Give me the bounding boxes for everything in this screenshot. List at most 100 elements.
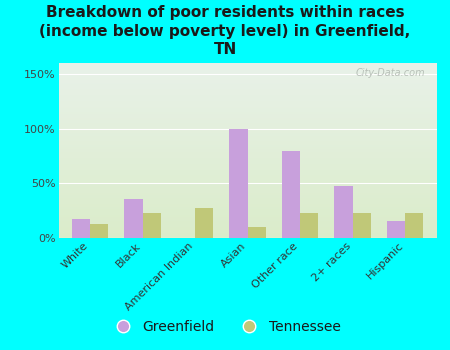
Bar xyxy=(58,216,436,217)
Bar xyxy=(58,218,436,219)
Bar xyxy=(58,168,436,169)
Bar xyxy=(58,193,436,194)
Bar xyxy=(58,86,436,87)
Bar xyxy=(90,224,108,238)
Bar xyxy=(58,102,436,103)
Bar xyxy=(58,179,436,180)
Bar xyxy=(72,219,90,238)
Bar xyxy=(58,229,436,230)
Bar xyxy=(58,195,436,196)
Bar xyxy=(58,237,436,238)
Bar xyxy=(58,225,436,226)
Bar xyxy=(352,213,371,238)
Bar xyxy=(58,226,436,227)
Bar xyxy=(58,184,436,185)
Bar xyxy=(58,74,436,75)
Bar xyxy=(58,122,436,124)
Bar xyxy=(58,80,436,82)
Bar xyxy=(58,69,436,70)
Bar xyxy=(58,133,436,134)
Bar xyxy=(58,180,436,181)
Bar xyxy=(58,105,436,106)
Bar xyxy=(58,162,436,163)
Bar xyxy=(58,65,436,66)
Bar xyxy=(58,132,436,133)
Bar xyxy=(58,219,436,220)
Bar xyxy=(58,190,436,191)
Bar xyxy=(58,149,436,150)
Bar xyxy=(387,220,405,238)
Bar xyxy=(58,89,436,90)
Bar xyxy=(58,64,436,65)
Bar xyxy=(58,223,436,224)
Bar xyxy=(58,205,436,206)
Bar xyxy=(58,170,436,171)
Legend: Greenfield, Tennessee: Greenfield, Tennessee xyxy=(104,314,346,340)
Bar xyxy=(58,235,436,236)
Bar xyxy=(58,77,436,78)
Bar xyxy=(58,75,436,76)
Bar xyxy=(58,176,436,177)
Bar xyxy=(58,71,436,72)
Bar xyxy=(58,99,436,100)
Bar xyxy=(58,93,436,94)
Bar xyxy=(58,85,436,86)
Bar xyxy=(58,222,436,223)
Bar xyxy=(58,146,436,147)
Bar xyxy=(58,156,436,157)
Bar xyxy=(58,92,436,93)
Bar xyxy=(58,150,436,151)
Bar xyxy=(282,150,300,238)
Bar xyxy=(58,74,436,75)
Bar xyxy=(58,139,436,140)
Bar xyxy=(300,213,319,238)
Bar xyxy=(58,82,436,83)
Bar xyxy=(58,103,436,104)
Bar xyxy=(58,208,436,209)
Bar xyxy=(58,115,436,116)
Bar xyxy=(58,199,436,200)
Bar xyxy=(58,232,436,233)
Bar xyxy=(58,124,436,125)
Bar xyxy=(58,97,436,98)
Bar xyxy=(58,160,436,161)
Bar xyxy=(58,167,436,168)
Bar xyxy=(58,210,436,211)
Bar xyxy=(58,166,436,167)
Bar xyxy=(58,188,436,189)
Bar xyxy=(58,220,436,222)
Bar xyxy=(58,120,436,121)
Bar xyxy=(58,155,436,156)
Bar xyxy=(58,175,436,176)
Bar xyxy=(58,142,436,143)
Bar xyxy=(58,212,436,214)
Bar xyxy=(58,159,436,160)
Bar xyxy=(58,233,436,234)
Bar xyxy=(58,72,436,73)
Bar xyxy=(58,234,436,235)
Bar xyxy=(58,118,436,119)
Bar xyxy=(58,215,436,216)
Bar xyxy=(58,204,436,205)
Bar xyxy=(58,90,436,91)
Text: City-Data.com: City-Data.com xyxy=(356,68,425,78)
Bar xyxy=(58,68,436,69)
Bar xyxy=(58,101,436,102)
Bar xyxy=(58,183,436,184)
Bar xyxy=(58,76,436,77)
Bar xyxy=(58,98,436,99)
Bar xyxy=(58,214,436,215)
Bar xyxy=(58,194,436,195)
Bar xyxy=(58,116,436,117)
Bar xyxy=(58,126,436,127)
Bar xyxy=(58,117,436,118)
Bar xyxy=(58,173,436,174)
Bar xyxy=(58,164,436,166)
Bar xyxy=(58,181,436,182)
Bar xyxy=(58,138,436,139)
Bar xyxy=(58,100,436,101)
Bar xyxy=(58,196,436,197)
Bar xyxy=(58,140,436,141)
Bar xyxy=(58,174,436,175)
Bar xyxy=(58,154,436,155)
